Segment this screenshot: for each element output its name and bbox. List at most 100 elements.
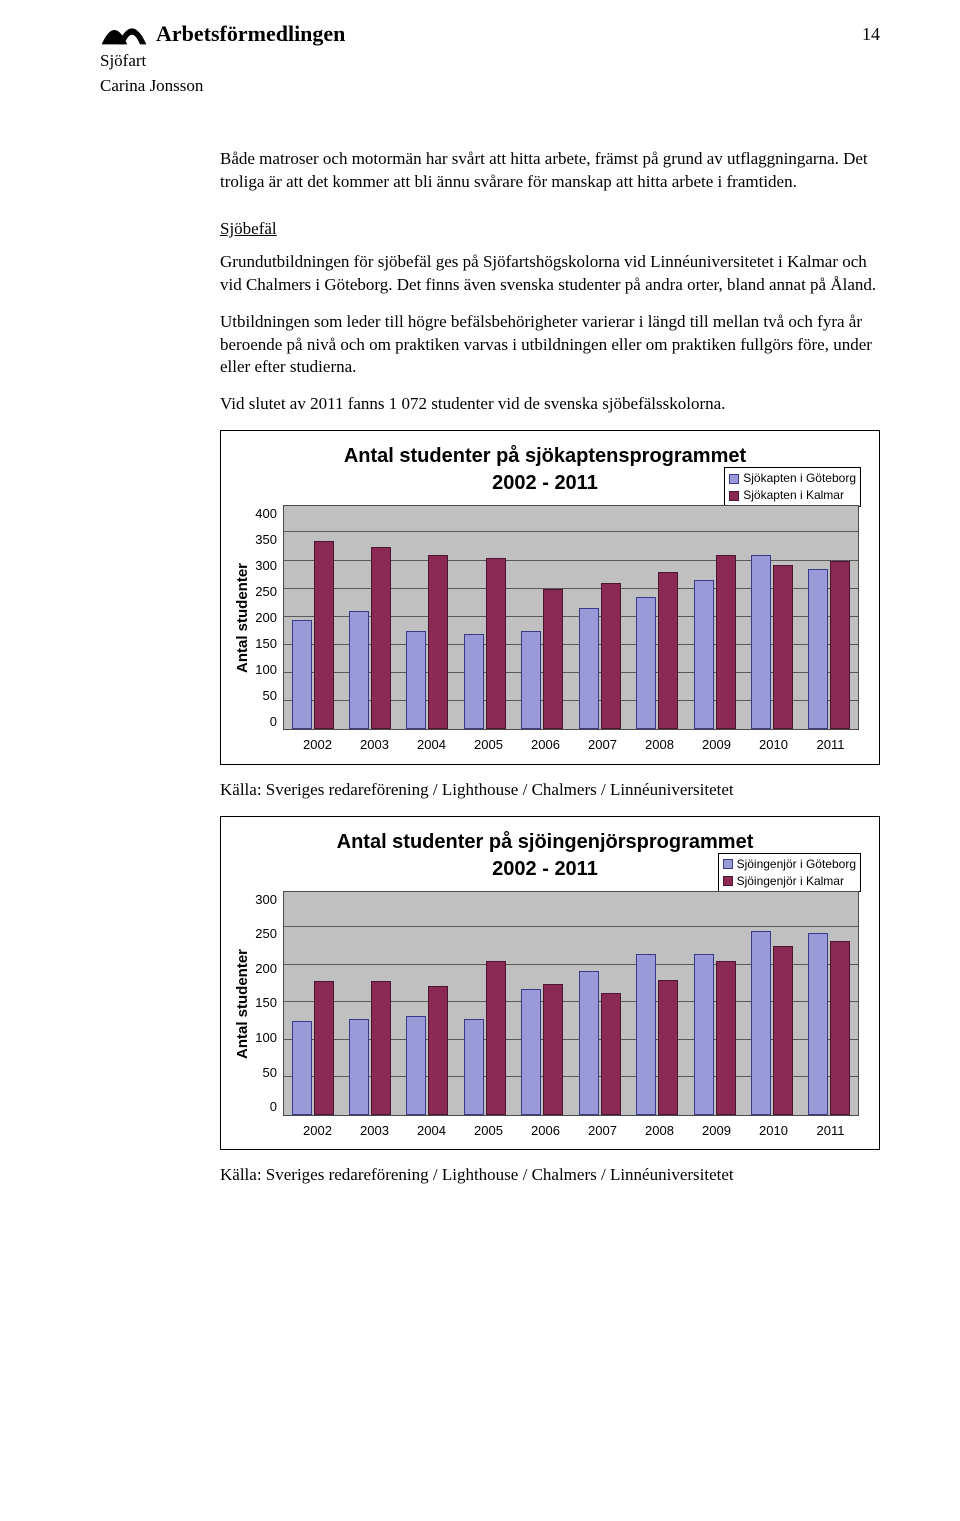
x-tick: 2003 bbox=[346, 736, 403, 754]
x-tick: 2009 bbox=[688, 736, 745, 754]
y-tick: 0 bbox=[255, 713, 277, 731]
bar bbox=[349, 611, 369, 729]
y-tick: 300 bbox=[255, 557, 277, 575]
bar bbox=[716, 961, 736, 1115]
y-tick: 100 bbox=[255, 1029, 277, 1047]
logo-block: Arbetsförmedlingen bbox=[100, 20, 345, 48]
x-tick: 2004 bbox=[403, 736, 460, 754]
x-tick: 2009 bbox=[688, 1122, 745, 1140]
bar bbox=[808, 569, 828, 729]
doc-category: Sjöfart bbox=[100, 50, 345, 73]
x-tick: 2007 bbox=[574, 1122, 631, 1140]
chart-legend: Sjökapten i GöteborgSjökapten i Kalmar bbox=[724, 467, 861, 507]
paragraph: Grundutbildningen för sjöbefäl ges på Sj… bbox=[220, 251, 880, 297]
bar bbox=[349, 1019, 369, 1115]
legend-item: Sjökapten i Kalmar bbox=[729, 487, 856, 504]
y-tick: 150 bbox=[255, 994, 277, 1012]
y-tick: 250 bbox=[255, 925, 277, 943]
bar bbox=[428, 555, 448, 729]
legend-item: Sjöingenjör i Göteborg bbox=[723, 856, 856, 873]
x-tick: 2011 bbox=[802, 736, 859, 754]
bar bbox=[464, 634, 484, 730]
x-tick: 2011 bbox=[802, 1122, 859, 1140]
chart-sjokapten: Antal studenter på sjökaptensprogrammet … bbox=[220, 430, 880, 765]
chart-source: Källa: Sveriges redareförening / Lightho… bbox=[220, 779, 880, 802]
legend-label: Sjökapten i Göteborg bbox=[743, 470, 856, 487]
legend-swatch bbox=[723, 859, 733, 869]
chart-sjoingenjor: Antal studenter på sjöingenjörsprogramme… bbox=[220, 816, 880, 1151]
y-axis-label: Antal studenter bbox=[231, 891, 255, 1116]
doc-author: Carina Jonsson bbox=[100, 75, 345, 98]
y-axis-ticks: 300250200150100500 bbox=[255, 891, 283, 1116]
bar bbox=[716, 555, 736, 729]
y-tick: 350 bbox=[255, 531, 277, 549]
bar bbox=[579, 971, 599, 1115]
legend-label: Sjöingenjör i Göteborg bbox=[737, 856, 856, 873]
legend-swatch bbox=[723, 876, 733, 886]
y-axis-ticks: 400350300250200150100500 bbox=[255, 505, 283, 730]
paragraph: Både matroser och motormän har svårt att… bbox=[220, 148, 880, 194]
bar bbox=[658, 572, 678, 730]
y-tick: 0 bbox=[255, 1098, 277, 1116]
legend-swatch bbox=[729, 491, 739, 501]
bar bbox=[751, 931, 771, 1115]
bar bbox=[406, 1016, 426, 1115]
chart-legend: Sjöingenjör i GöteborgSjöingenjör i Kalm… bbox=[718, 853, 861, 893]
bar bbox=[521, 989, 541, 1115]
x-axis: 2002200320042005200620072008200920102011 bbox=[231, 736, 859, 754]
bar bbox=[486, 558, 506, 730]
chart-source: Källa: Sveriges redareförening / Lightho… bbox=[220, 1164, 880, 1187]
x-tick: 2002 bbox=[289, 736, 346, 754]
y-tick: 400 bbox=[255, 505, 277, 523]
bar bbox=[314, 981, 334, 1115]
section-heading: Sjöbefäl bbox=[220, 218, 880, 241]
x-tick: 2007 bbox=[574, 736, 631, 754]
bar bbox=[694, 580, 714, 729]
bar bbox=[406, 631, 426, 729]
legend-label: Sjöingenjör i Kalmar bbox=[737, 873, 844, 890]
bar bbox=[292, 620, 312, 730]
bar bbox=[292, 1021, 312, 1115]
brand-name: Arbetsförmedlingen bbox=[156, 21, 345, 47]
y-axis-label: Antal studenter bbox=[231, 505, 255, 730]
bar bbox=[636, 954, 656, 1115]
x-tick: 2004 bbox=[403, 1122, 460, 1140]
x-tick: 2005 bbox=[460, 736, 517, 754]
bar bbox=[371, 547, 391, 730]
x-axis: 2002200320042005200620072008200920102011 bbox=[231, 1122, 859, 1140]
bar bbox=[751, 555, 771, 729]
bar bbox=[521, 631, 541, 729]
bar bbox=[830, 941, 850, 1115]
page-number: 14 bbox=[862, 20, 880, 45]
legend-item: Sjöingenjör i Kalmar bbox=[723, 873, 856, 890]
x-tick: 2008 bbox=[631, 736, 688, 754]
bar bbox=[773, 565, 793, 729]
x-tick: 2008 bbox=[631, 1122, 688, 1140]
arbetsformedlingen-logo-icon bbox=[100, 20, 148, 48]
x-tick: 2010 bbox=[745, 1122, 802, 1140]
x-tick: 2006 bbox=[517, 736, 574, 754]
x-tick: 2010 bbox=[745, 736, 802, 754]
bar bbox=[694, 954, 714, 1115]
paragraph: Utbildningen som leder till högre befäls… bbox=[220, 311, 880, 380]
bar bbox=[543, 589, 563, 730]
y-tick: 300 bbox=[255, 891, 277, 909]
y-tick: 150 bbox=[255, 635, 277, 653]
bar bbox=[464, 1019, 484, 1115]
y-tick: 200 bbox=[255, 960, 277, 978]
x-tick: 2005 bbox=[460, 1122, 517, 1140]
bar bbox=[773, 946, 793, 1115]
legend-label: Sjökapten i Kalmar bbox=[743, 487, 844, 504]
chart-title-line1: Antal studenter på sjöingenjörsprogramme… bbox=[337, 831, 754, 853]
chart-plot-area bbox=[283, 505, 859, 730]
y-tick: 100 bbox=[255, 661, 277, 679]
paragraph: Vid slutet av 2011 fanns 1 072 studenter… bbox=[220, 393, 880, 416]
y-tick: 50 bbox=[255, 687, 277, 705]
bar bbox=[428, 986, 448, 1115]
x-tick: 2002 bbox=[289, 1122, 346, 1140]
bar bbox=[486, 961, 506, 1115]
bar bbox=[658, 980, 678, 1115]
bar bbox=[371, 981, 391, 1115]
chart-title-line1: Antal studenter på sjökaptensprogrammet bbox=[344, 445, 746, 467]
chart-plot-area bbox=[283, 891, 859, 1116]
